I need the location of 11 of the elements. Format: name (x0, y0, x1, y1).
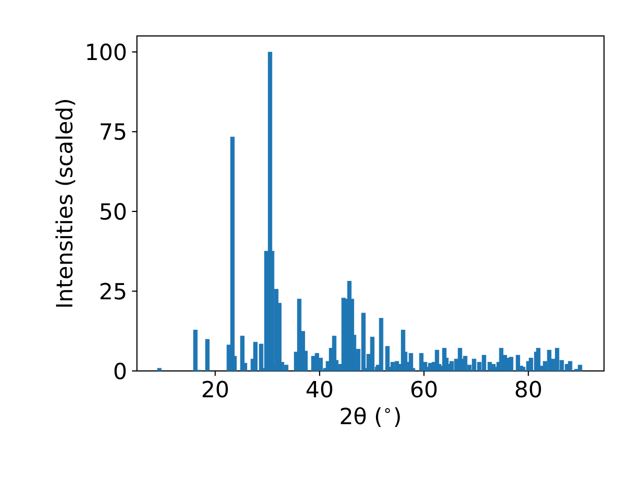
y-tick-label: 25 (100, 282, 126, 300)
y-tick-label: 100 (87, 44, 126, 60)
y-tick-label: 0 (114, 362, 126, 380)
x-tick-label: 80 (516, 380, 542, 398)
x-axis-title: 2θ ($^{∘}$) (340, 407, 400, 428)
x-tick-label: 20 (202, 380, 228, 398)
x-tick-label: 40 (306, 380, 332, 398)
y-tick-label: 75 (100, 123, 126, 140)
y-tick-label: 50 (100, 203, 126, 220)
y-axis-title: Intensities (scaled) (55, 100, 76, 307)
x-tick-label: 60 (411, 380, 437, 398)
